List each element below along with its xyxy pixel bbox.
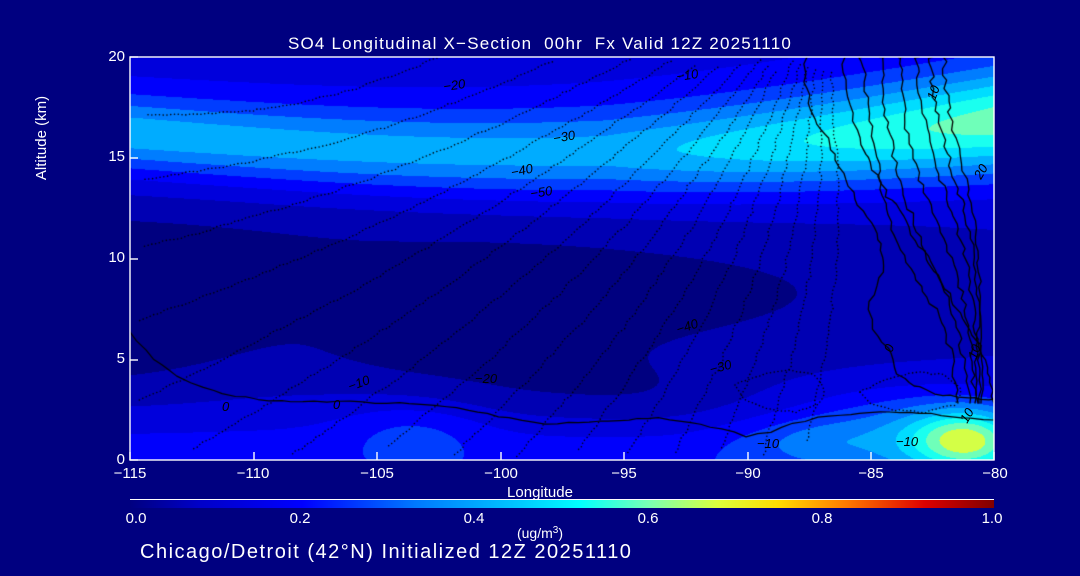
svg-text:−30: −30	[552, 127, 577, 146]
svg-text:−40: −40	[510, 161, 535, 180]
svg-text:0: 0	[333, 397, 341, 412]
svg-text:−10: −10	[675, 66, 700, 84]
svg-text:10: 10	[924, 83, 943, 102]
svg-text:0: 0	[222, 399, 230, 414]
svg-text:−20: −20	[475, 371, 498, 386]
svg-text:−20: −20	[442, 76, 467, 94]
svg-text:20: 20	[970, 161, 991, 183]
svg-text:−50: −50	[529, 183, 554, 201]
svg-text:−40: −40	[674, 316, 700, 337]
svg-text:−10: −10	[346, 372, 373, 394]
svg-text:−10: −10	[757, 436, 780, 451]
svg-text:10: 10	[965, 342, 984, 361]
svg-text:10: 10	[957, 405, 978, 426]
svg-text:0: 0	[881, 341, 898, 354]
svg-text:−30: −30	[708, 357, 734, 377]
svg-text:−10: −10	[896, 434, 919, 449]
